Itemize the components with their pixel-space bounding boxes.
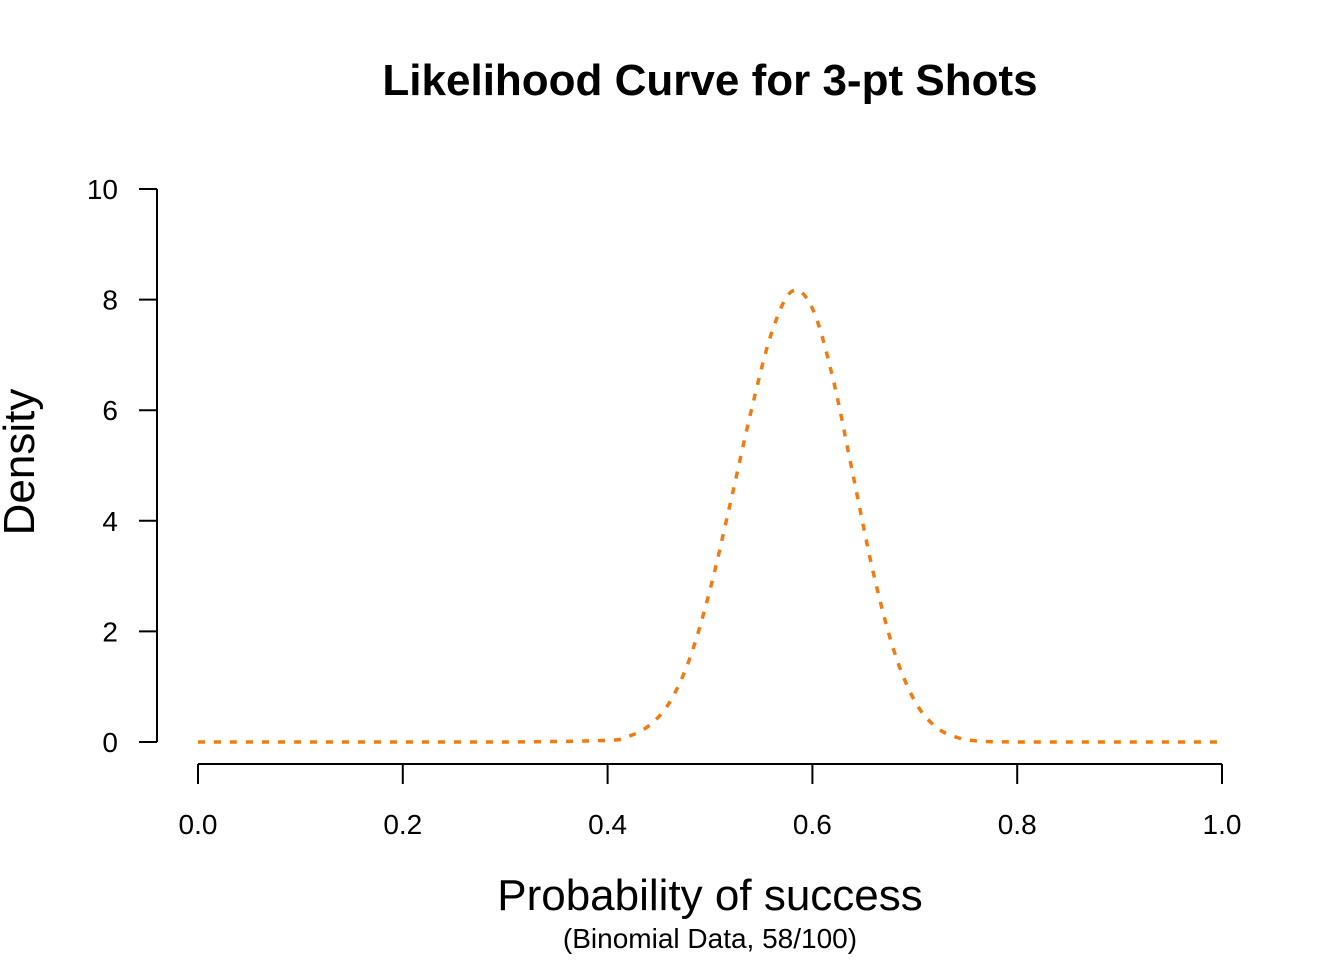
y-tick-label: 6 bbox=[102, 395, 118, 426]
y-tick-label: 10 bbox=[87, 174, 118, 205]
y-tick-label: 4 bbox=[102, 506, 118, 537]
x-tick-label: 0.8 bbox=[998, 809, 1037, 840]
y-tick-label: 2 bbox=[102, 616, 118, 647]
chart-title: Likelihood Curve for 3-pt Shots bbox=[382, 56, 1037, 105]
x-tick-label: 1.0 bbox=[1203, 809, 1242, 840]
x-tick-label: 0.4 bbox=[588, 809, 627, 840]
y-axis-label: Density bbox=[0, 389, 44, 536]
x-axis-label: Probability of success bbox=[497, 871, 923, 920]
y-axis-ticks: 0 2 4 6 8 10 bbox=[87, 174, 157, 758]
likelihood-curve-line bbox=[197, 288, 1222, 744]
y-tick-label: 0 bbox=[102, 727, 118, 758]
y-tick-label: 8 bbox=[102, 285, 118, 316]
x-tick-label: 0.0 bbox=[179, 809, 218, 840]
x-tick-label: 0.2 bbox=[383, 809, 422, 840]
x-tick-label: 0.6 bbox=[793, 809, 832, 840]
x-axis-ticks: 0.0 0.2 0.4 0.6 0.8 1.0 bbox=[179, 764, 1242, 840]
chart-subtitle: (Binomial Data, 58/100) bbox=[563, 923, 857, 954]
